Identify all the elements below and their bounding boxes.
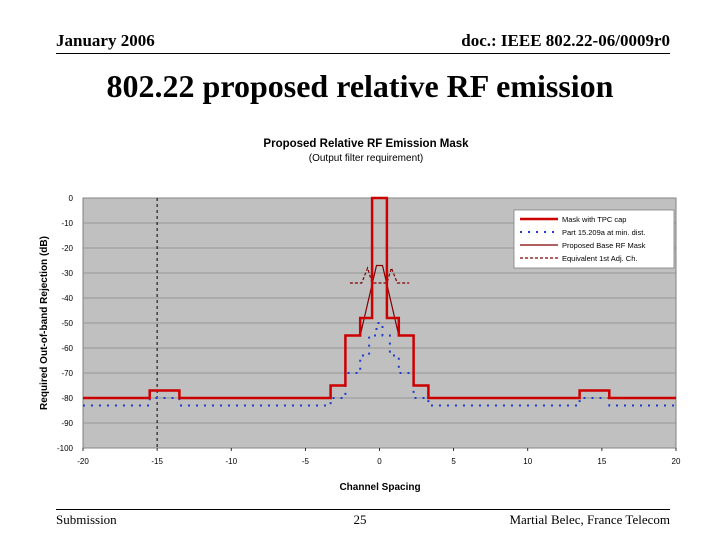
- legend-label: Proposed Base RF Mask: [562, 241, 646, 250]
- chart-subtitle: (Output filter requirement): [309, 153, 424, 164]
- header-doc-id: doc.: IEEE 802.22-06/0009r0: [461, 31, 670, 50]
- x-tick-label: -15: [151, 457, 163, 466]
- x-tick-label: 10: [523, 457, 532, 466]
- footer-author: Martial Belec, France Telecom: [509, 512, 670, 527]
- x-tick-label: -20: [77, 457, 89, 466]
- y-tick-label: -10: [61, 219, 73, 228]
- y-tick-label: -30: [61, 269, 73, 278]
- y-tick-label: -50: [61, 319, 73, 328]
- y-tick-label: -100: [57, 444, 74, 453]
- y-tick-label: -80: [61, 394, 73, 403]
- slide-title: 802.22 proposed relative RF emission: [106, 68, 614, 104]
- x-tick-label: -10: [225, 457, 237, 466]
- header-date: January 2006: [56, 31, 155, 50]
- x-tick-label: -5: [302, 457, 310, 466]
- series-line-proposed-base-rf-mask: [359, 264, 400, 336]
- x-tick-label: 15: [597, 457, 606, 466]
- legend-label: Part 15.209a at min. dist.: [562, 228, 645, 237]
- y-axis-label: Required Out-of-band Rejection (dB): [39, 236, 50, 410]
- x-tick-label: 20: [672, 457, 681, 466]
- x-axis-label: Channel Spacing: [339, 482, 420, 493]
- legend-label: Mask with TPC cap: [562, 215, 626, 224]
- y-tick-label: -60: [61, 344, 73, 353]
- y-tick-label: 0: [69, 194, 74, 203]
- y-tick-label: -20: [61, 244, 73, 253]
- legend-label: Equivalent 1st Adj. Ch.: [562, 254, 637, 263]
- y-tick-label: -90: [61, 419, 73, 428]
- footer-page-number: 25: [353, 512, 367, 527]
- chart-title: Proposed Relative RF Emission Mask: [263, 138, 469, 150]
- series-line-part-15-209a-at-min-dist: [83, 322, 676, 407]
- y-tick-label: -40: [61, 294, 73, 303]
- x-tick-label: 5: [451, 457, 456, 466]
- footer-submission: Submission: [56, 512, 117, 527]
- series-line-equivalent-1st-adj-ch: [349, 266, 410, 284]
- header-divider: [56, 53, 670, 54]
- x-tick-label: 0: [377, 457, 382, 466]
- footer-divider: [56, 509, 670, 510]
- y-tick-label: -70: [61, 369, 73, 378]
- series-line-mask-with-tpc-cap: [83, 196, 676, 400]
